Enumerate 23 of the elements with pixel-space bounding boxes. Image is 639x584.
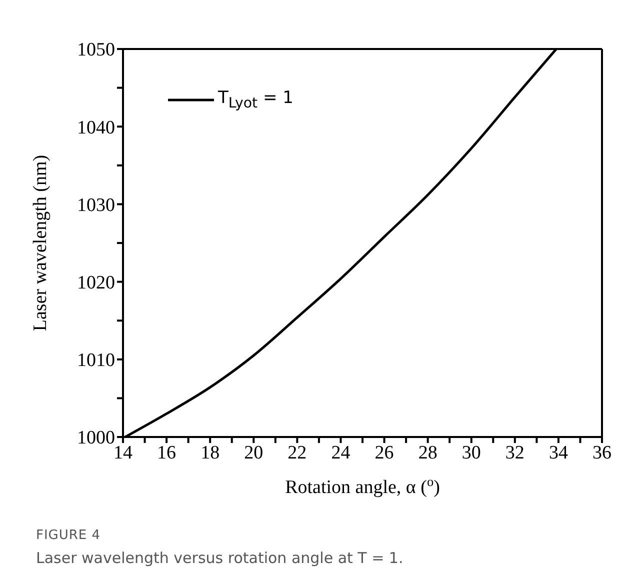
x-axis-title: Rotation angle, α ($^{o}$) xyxy=(285,474,440,498)
y-tick-label: 1030 xyxy=(77,194,115,216)
x-tick-label: 26 xyxy=(374,442,394,464)
text: Laser wavelength versus rotation angle at T = 1. xyxy=(36,549,404,567)
y-tick-label: 1000 xyxy=(77,428,115,449)
y-tick-label: 1010 xyxy=(77,350,115,372)
x-tick-label: 36 xyxy=(592,442,612,464)
x-tick-label: 30 xyxy=(462,442,481,464)
y-tick-label: 1020 xyxy=(77,272,115,294)
x-tick-label: 16 xyxy=(157,442,176,464)
x-tick-label: 18 xyxy=(200,442,220,464)
x-tick-label: 20 xyxy=(244,442,264,464)
y-tick-label: 1040 xyxy=(77,117,115,138)
x-tick-label: 14 xyxy=(114,442,133,464)
x-tick-label: 22 xyxy=(288,442,307,464)
y-axis-title: Laser wavelength (nm) xyxy=(30,154,51,332)
x-tick-label: 28 xyxy=(418,442,438,464)
caption: FIGURE 4 xyxy=(36,528,102,543)
y-tick-label: 1050 xyxy=(77,40,115,61)
x-tick-label: 24 xyxy=(331,442,351,464)
legend-label: T$_{Lyot}$ = 1 xyxy=(218,88,294,112)
x-tick-label: 34 xyxy=(548,442,568,464)
x-tick-label: 32 xyxy=(505,442,524,464)
